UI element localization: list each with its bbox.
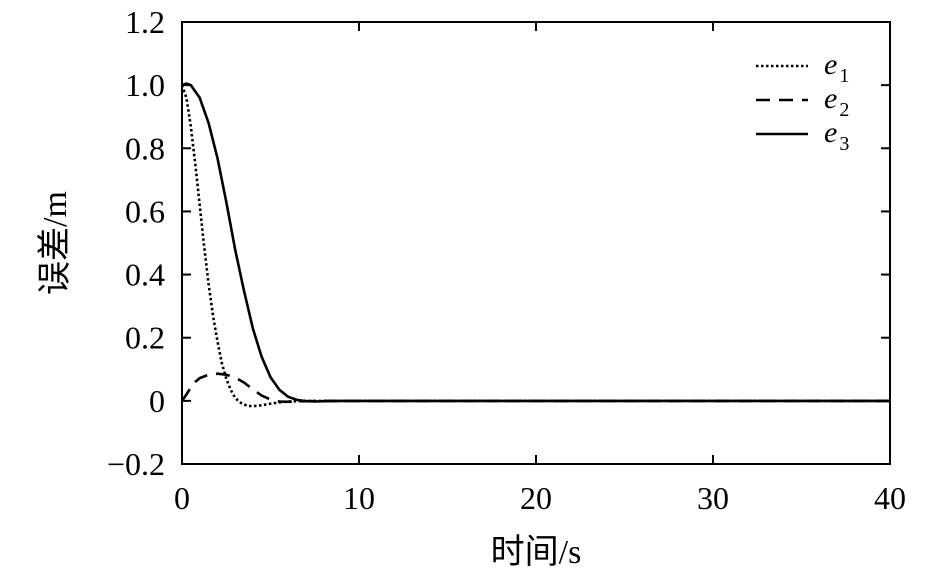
x-tick-label: 40	[874, 480, 906, 516]
x-tick-label: 20	[520, 480, 552, 516]
legend-subscript: 1	[839, 65, 849, 87]
y-tick-label: 0.6	[125, 193, 165, 229]
y-tick-label: 1.2	[125, 4, 165, 40]
legend-subscript: 3	[839, 133, 849, 155]
x-tick-label: 10	[343, 480, 375, 516]
y-tick-label: 0.4	[125, 257, 165, 293]
y-tick-label: 1.0	[125, 67, 165, 103]
legend: e 1e 2e 3	[756, 48, 849, 155]
y-tick-label: 0.8	[125, 130, 165, 166]
plot-area	[180, 82, 890, 408]
y-tick-label: −0.2	[107, 446, 165, 482]
y-axis-title: 误差/m	[36, 191, 74, 295]
y-tick-label: 0	[149, 383, 165, 419]
series-line-e1	[180, 84, 890, 408]
series-line-e3	[181, 82, 890, 403]
x-tick-label: 0	[174, 480, 190, 516]
axes: 0 10 20 30 40−0.200.20.40.60.81.01.2	[107, 4, 906, 516]
legend-subscript: 2	[839, 99, 849, 121]
x-tick-label: 30	[697, 480, 729, 516]
y-tick-label: 0.2	[125, 320, 165, 356]
x-axis-title: 时间/s	[491, 534, 582, 571]
